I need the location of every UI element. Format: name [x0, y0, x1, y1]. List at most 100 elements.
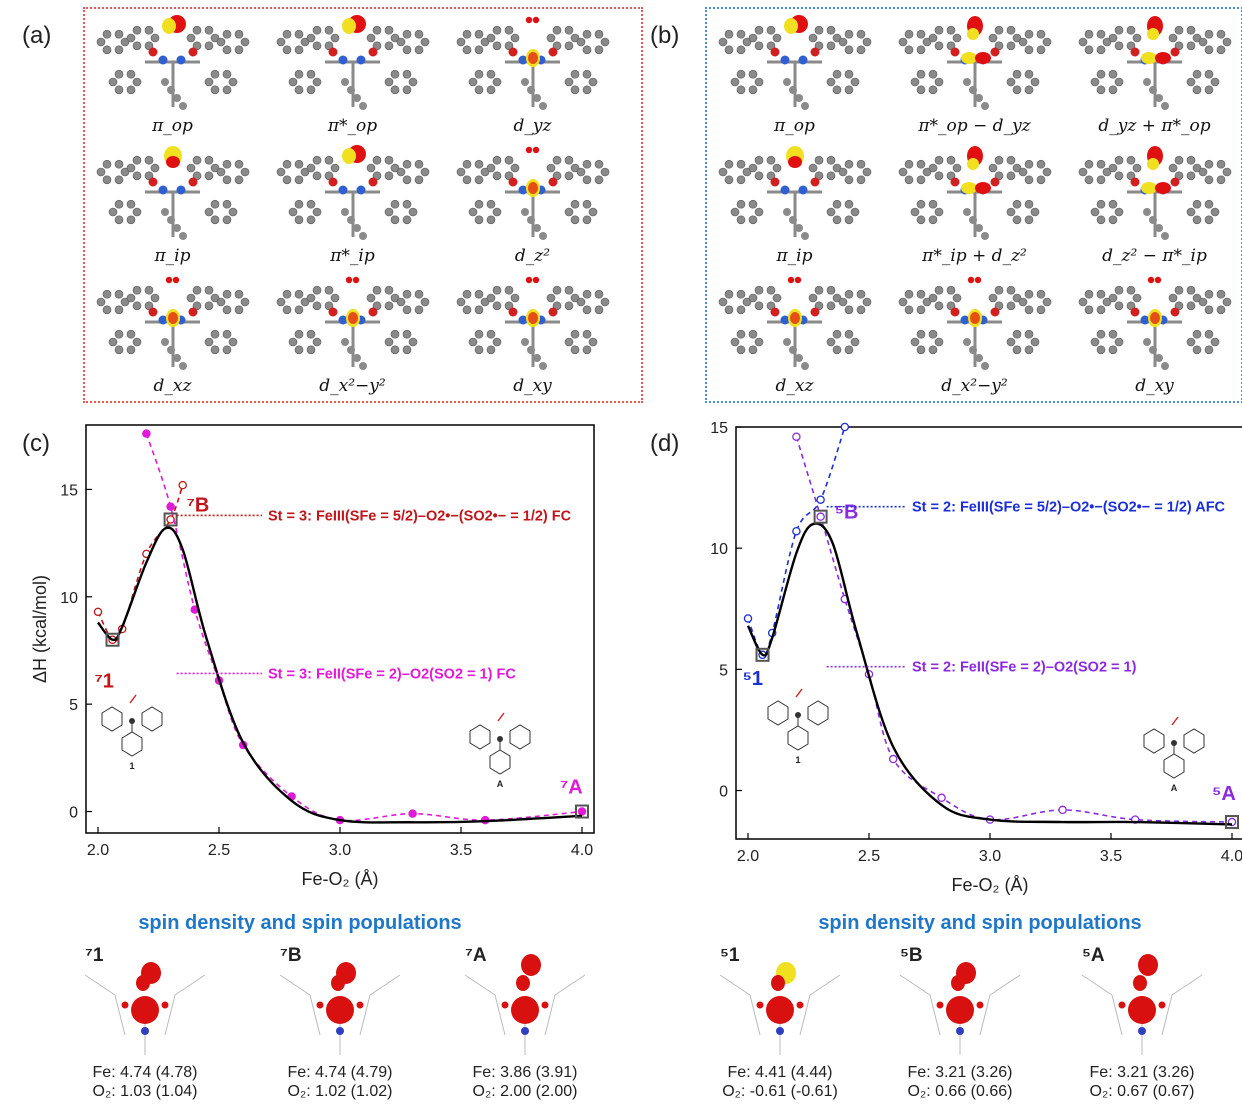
orbital-isosurface [1078, 276, 1232, 370]
y-tick-label: 10 [710, 541, 728, 558]
spin-population-text: Fe: 4.74 (4.79) O₂: 1.02 (1.02) [240, 1063, 440, 1101]
stationary-point-marker [575, 804, 589, 819]
x-tick-label: 3.5 [1100, 848, 1122, 865]
point-label: ⁷1 [95, 671, 114, 693]
orbital-cell: d_z² − π*_ip [1067, 142, 1242, 266]
orbital-cell: π*_op − d_yz [887, 12, 1062, 136]
orbital-cell: d_xy [445, 272, 620, 396]
o2-spin-population: O₂: 1.02 (1.02) [287, 1083, 393, 1100]
fe-spin-population: Fe: 3.86 (3.91) [472, 1064, 578, 1081]
complex-structure: A [469, 712, 531, 789]
orbital-label: π*_ip [330, 246, 375, 266]
svg-text:A: A [497, 779, 504, 789]
spin-density-cell: ⁵1 Fe: 4.41 (4.44) O₂: -0.61 (-0.61) [680, 935, 880, 1105]
complex-structure: 1 [767, 688, 829, 765]
x-tick-label: 2.5 [208, 842, 230, 859]
svg-text:1: 1 [795, 755, 800, 765]
x-tick-label: 2.0 [737, 848, 759, 865]
x-tick-label: 3.0 [979, 848, 1001, 865]
x-tick-label: 4.0 [1221, 848, 1242, 865]
data-point [142, 429, 151, 438]
orbital-label: d_xz [775, 376, 814, 396]
orbital-label: π_ip [154, 246, 191, 266]
data-point [408, 809, 417, 818]
orbital-isosurface [898, 276, 1052, 370]
spin-density-cell: ⁵A Fe: 3.21 (3.26) O₂: 0.67 (0.67) [1042, 935, 1242, 1105]
annotation-text: St = 2: FeIII(SFe = 5/2)–O2•−(SO2•− = 1/… [912, 500, 1226, 516]
orbital-cell: d_yz + π*_op [1067, 12, 1242, 136]
data-point [888, 754, 898, 764]
spin-state-label: ⁵B [900, 945, 923, 966]
o2-spin-population: O₂: 0.66 (0.66) [907, 1083, 1013, 1100]
spin-density-surface [1081, 954, 1203, 1055]
fe-spin-population: Fe: 4.41 (4.44) [727, 1064, 833, 1081]
orbital-label: d_z² [514, 246, 551, 266]
orbital-label: π*_ip + d_z² [922, 246, 1027, 266]
spin-density-cell: ⁷A Fe: 3.86 (3.91) O₂: 2.00 (2.00) [425, 935, 625, 1105]
series-line [746, 522, 1233, 826]
orbital-label: d_x²−y² [941, 376, 1008, 396]
fe-spin-population: Fe: 3.21 (3.26) [907, 1064, 1013, 1081]
spin-density-surface [719, 962, 841, 1055]
orbital-label: π_ip [776, 246, 813, 266]
fe-spin-population: Fe: 4.74 (4.78) [92, 1064, 198, 1081]
spin-density-cell: ⁷1 Fe: 4.74 (4.78) O₂: 1.03 (1.04) [45, 935, 245, 1105]
orbital-cell: π*_ip [265, 142, 440, 266]
orbital-isosurface [1078, 146, 1232, 240]
orbital-label: d_yz [513, 116, 552, 136]
point-label: ⁷B [187, 494, 210, 516]
point-label: ⁵1 [743, 668, 764, 690]
orbital-isosurface [96, 276, 250, 370]
data-point [166, 502, 175, 511]
orbital-isosurface [898, 16, 1052, 110]
orbital-isosurface [1078, 16, 1232, 110]
x-tick-label: 4.0 [571, 842, 593, 859]
complex-structure: A [1143, 716, 1205, 793]
orbital-isosurface [456, 146, 610, 240]
point-label: ⁷A [560, 777, 583, 799]
plot-frame [85, 424, 595, 834]
series-line [97, 526, 583, 824]
data-point [816, 512, 825, 521]
y-tick-label: 10 [60, 590, 78, 607]
y-tick-label: 15 [710, 420, 728, 437]
spin-state-label: ⁷B [280, 945, 302, 966]
svg-text:A: A [1171, 783, 1178, 793]
panel-label-a: (a) [22, 22, 52, 49]
y-tick-label: 0 [719, 784, 728, 801]
panel-label-c: (c) [22, 430, 50, 457]
orbital-label: d_xy [1135, 376, 1174, 396]
spin-state-label: ⁷A [465, 945, 487, 966]
point-label: ⁵A [1212, 783, 1236, 805]
spin-density-surface [464, 954, 586, 1055]
spin-state-label: ⁷1 [85, 945, 104, 966]
orbital-label: d_z² − π*_ip [1102, 246, 1207, 266]
series-line [747, 426, 846, 657]
o2-spin-population: O₂: -0.61 (-0.61) [722, 1083, 838, 1100]
data-point [178, 480, 187, 490]
orbital-isosurface [96, 15, 250, 110]
x-tick-label: 3.5 [450, 842, 472, 859]
spin-population-text: Fe: 4.41 (4.44) O₂: -0.61 (-0.61) [680, 1063, 880, 1101]
orbital-cell: d_xz [707, 272, 882, 396]
orbital-isosurface [276, 276, 430, 370]
y-tick-label: 15 [60, 482, 78, 499]
spin-state-label: ⁵A [1082, 945, 1105, 966]
spin-density-title-d: spin density and spin populations [818, 912, 1142, 934]
spin-population-text: Fe: 3.21 (3.26) O₂: 0.67 (0.67) [1042, 1063, 1242, 1101]
data-point [743, 614, 753, 623]
orbital-cell: π*_op [265, 12, 440, 136]
panel-label-d: (d) [650, 430, 680, 457]
orbital-cell: π*_ip + d_z² [887, 142, 1062, 266]
data-point [93, 607, 103, 617]
orbital-label: π_op [774, 116, 815, 136]
orbital-cell: d_x²−y² [887, 272, 1062, 396]
data-point [792, 526, 801, 536]
x-axis-label: Fe-O₂ (Å) [302, 869, 379, 889]
panel-label-b: (b) [650, 22, 680, 49]
orbital-cell: d_z² [445, 142, 620, 266]
series-line [795, 436, 1233, 823]
point-label: ⁵B [835, 502, 859, 524]
orbital-isosurface [276, 15, 430, 110]
orbital-label: d_x²−y² [319, 376, 386, 396]
